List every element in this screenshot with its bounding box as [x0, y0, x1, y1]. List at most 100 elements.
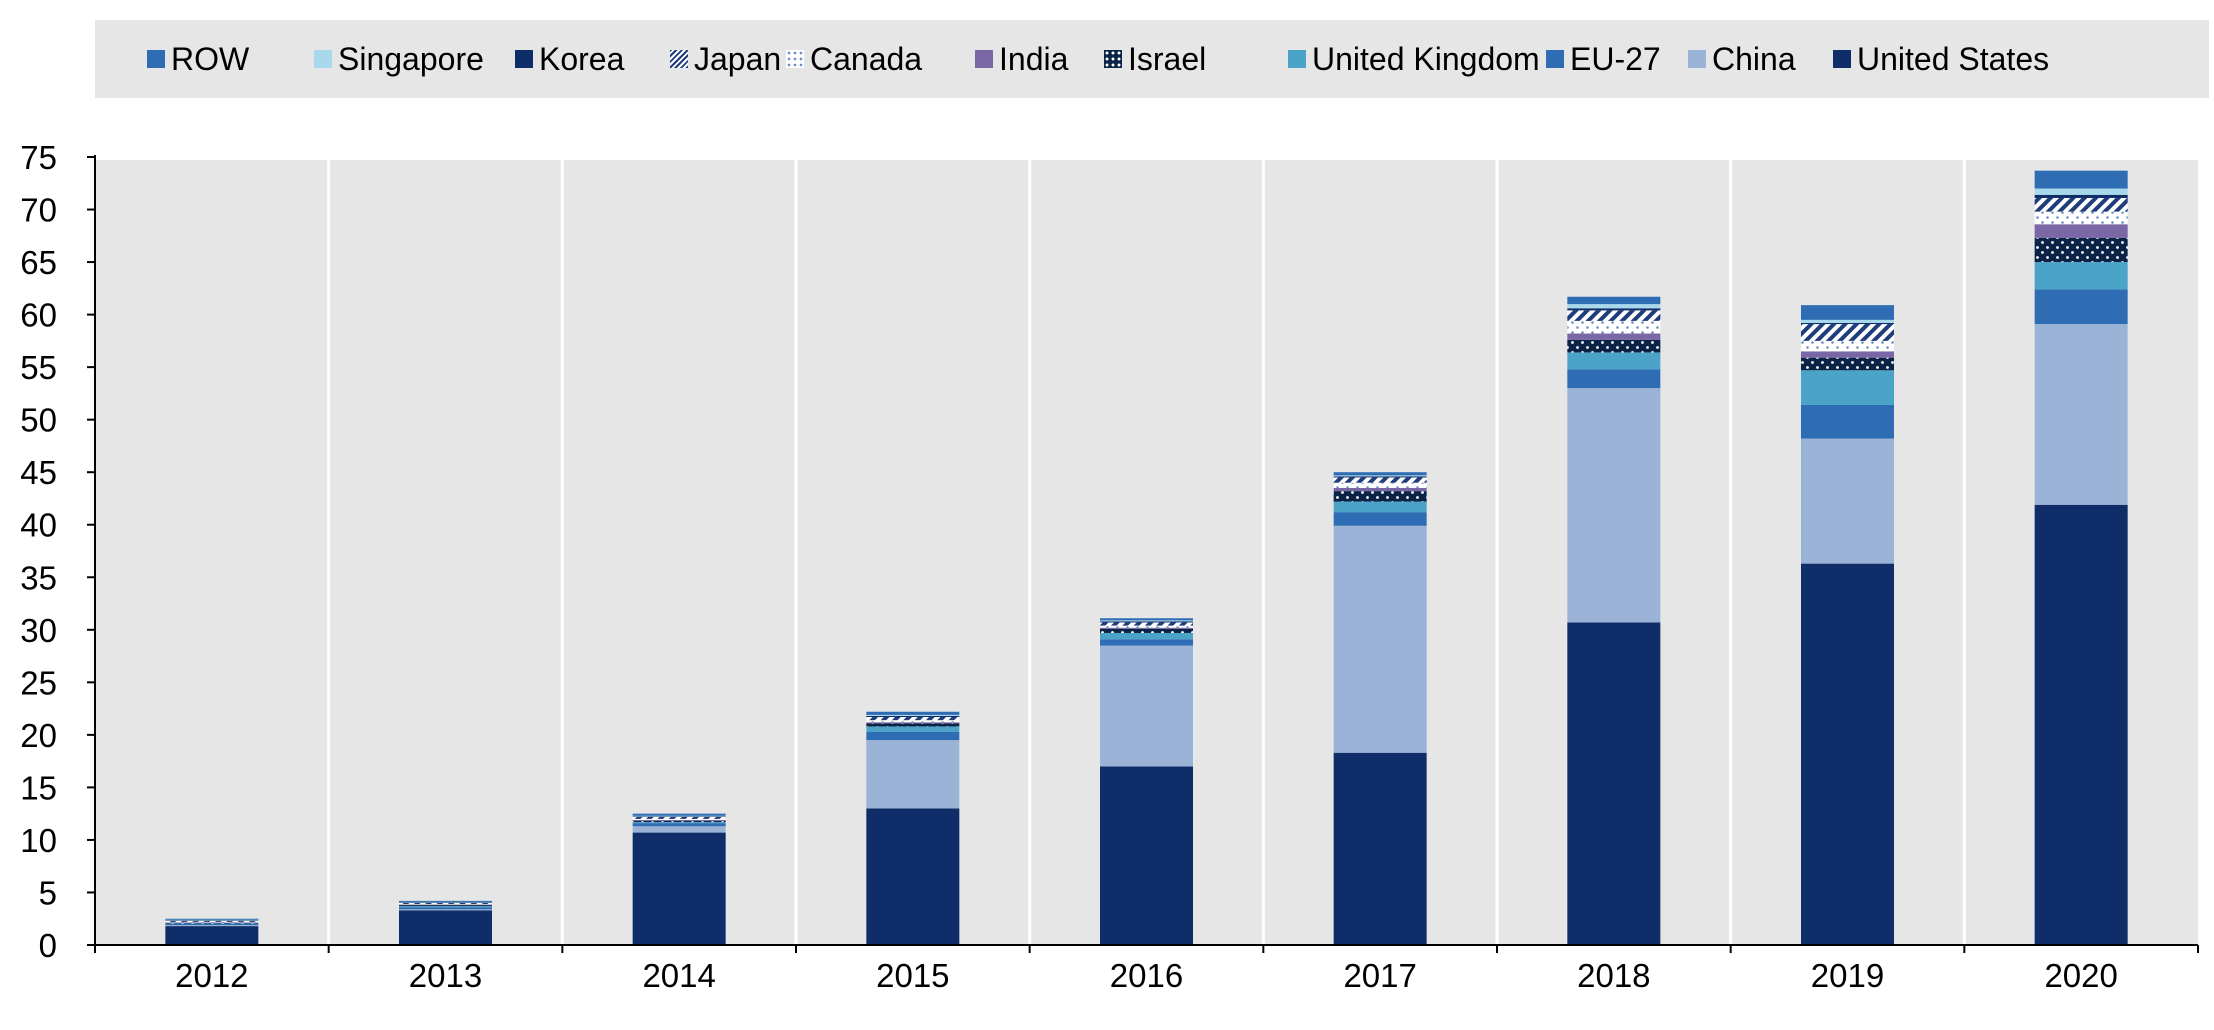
y-tick-label-55: 55	[20, 349, 57, 386]
bar-row-2017	[1333, 472, 1427, 476]
x-tick-label-2017: 2017	[1343, 957, 1416, 994]
bar-canada-2019	[1801, 340, 1894, 352]
bar-korea-2020	[2034, 194, 2128, 198]
legend-swatch-korea	[515, 50, 533, 68]
bar-row-2016	[1100, 618, 1193, 621]
legend-item-singapore: Singapore	[314, 20, 484, 98]
bar-korea-2019	[1801, 323, 1894, 325]
legend-label-singapore: Singapore	[338, 40, 484, 77]
bar-eu-27-2018	[1567, 369, 1661, 389]
bar-israel-2012	[165, 922, 259, 924]
gridlines	[327, 160, 1966, 945]
legend-swatch-japan	[670, 50, 688, 68]
x-tick-label-2015: 2015	[876, 957, 949, 994]
bar-israel-2014	[632, 821, 726, 823]
legend-item-china: China	[1688, 20, 1796, 98]
legend-item-israel: Israel	[1104, 20, 1206, 98]
bar-row-2013	[399, 900, 492, 902]
legend-swatch-united-kingdom	[1288, 50, 1306, 68]
y-tick-label-50: 50	[20, 402, 57, 439]
legend-swatch-china	[1688, 50, 1706, 68]
bar-united-states-2020	[2034, 504, 2128, 945]
bar-india-2013	[399, 904, 492, 906]
bar-china-2014	[632, 826, 726, 833]
y-tick-label-70: 70	[20, 192, 57, 229]
bar-united-kingdom-2019	[1801, 370, 1894, 405]
bar-singapore-2019	[1801, 319, 1894, 324]
bar-eu-27-2017	[1333, 512, 1427, 526]
bar-india-2016	[1100, 627, 1193, 629]
legend-label-korea: Korea	[539, 40, 625, 77]
y-tick-label-15: 15	[20, 769, 57, 806]
y-tick-label-5: 5	[39, 874, 57, 911]
bar-united-kingdom-2017	[1333, 501, 1427, 513]
legend-swatch-canada	[786, 50, 804, 68]
legend-item-row: ROW	[147, 20, 249, 98]
bar-row-2019	[1801, 305, 1894, 320]
bar-japan-2015	[866, 717, 960, 721]
legend-item-japan: Japan	[670, 20, 781, 98]
bar-eu-27-2012	[165, 923, 259, 926]
bar-row-2018	[1567, 296, 1661, 305]
legend-swatch-israel	[1104, 50, 1122, 68]
bar-eu-27-2020	[2034, 289, 2128, 325]
bar-united-states-2014	[632, 832, 726, 945]
bar-japan-2014	[632, 816, 726, 819]
bar-eu-27-2016	[1100, 639, 1193, 646]
legend-label-canada: Canada	[810, 40, 923, 77]
bar-india-2019	[1801, 351, 1894, 358]
bar-canada-2020	[2034, 211, 2128, 225]
legend-label-china: China	[1712, 40, 1796, 77]
legend-item-canada: Canada	[786, 20, 922, 98]
bar-united-kingdom-2012	[165, 923, 259, 924]
bar-row-2020	[2034, 170, 2128, 189]
bar-israel-2013	[399, 905, 492, 907]
bar-china-2017	[1333, 525, 1427, 753]
bar-singapore-2015	[866, 714, 960, 716]
bar-korea-2015	[866, 715, 960, 718]
axes: 0 5 10 15 20 25 30 35 40 45 50 55 60 65 70 75 2012 2013 20…	[20, 139, 2199, 994]
legend-label-row: ROW	[171, 40, 250, 77]
stacked-bar-chart: 0 5 10 15 20 25 30 35 40 45 50 55 60 65 70 75 2012 2013 20…	[20, 139, 2199, 994]
y-tick-label-60: 60	[20, 297, 57, 334]
bar-korea-2017	[1333, 476, 1427, 478]
bar-china-2015	[866, 740, 960, 809]
bar-eu-27-2013	[399, 907, 492, 910]
x-tick-label-2014: 2014	[642, 957, 715, 994]
bar-japan-2020	[2034, 197, 2128, 212]
y-tick-label-65: 65	[20, 244, 57, 281]
bar-united-states-2015	[866, 808, 960, 945]
legend-item-korea: Korea	[515, 20, 624, 98]
bar-japan-2017	[1333, 477, 1427, 483]
bar-united-kingdom-2015	[866, 726, 960, 732]
bar-canada-2017	[1333, 482, 1427, 488]
y-tick-label-75: 75	[20, 139, 57, 176]
bar-japan-2013	[399, 902, 492, 905]
bar-korea-2012	[165, 920, 259, 921]
bar-singapore-2012	[165, 919, 259, 921]
bar-china-2016	[1100, 645, 1193, 767]
y-tick-label-20: 20	[20, 717, 57, 754]
bar-korea-2018	[1567, 308, 1661, 311]
legend-label-eu-27: EU-27	[1570, 40, 1661, 77]
bar-singapore-2013	[399, 901, 492, 903]
bar-canada-2015	[866, 720, 960, 723]
bar-united-states-2019	[1801, 563, 1894, 945]
bar-canada-2014	[632, 818, 726, 820]
bar-canada-2018	[1567, 320, 1661, 334]
legend-label-united-states: United States	[1857, 40, 2050, 77]
bar-israel-2015	[866, 723, 960, 727]
bar-united-kingdom-2016	[1100, 632, 1193, 640]
bar-united-kingdom-2013	[399, 906, 492, 908]
bar-israel-2020	[2034, 237, 2128, 263]
x-tick-label-2020: 2020	[2044, 957, 2117, 994]
bar-india-2017	[1333, 487, 1427, 492]
legend-item-eu-27: EU-27	[1546, 20, 1661, 98]
x-tick-label-2018: 2018	[1577, 957, 1650, 994]
bar-canada-2013	[399, 904, 492, 905]
bar-singapore-2014	[632, 815, 726, 817]
bar-india-2015	[866, 722, 960, 724]
bar-singapore-2020	[2034, 188, 2128, 195]
bar-israel-2017	[1333, 491, 1427, 502]
x-tick-label-2013: 2013	[409, 957, 482, 994]
